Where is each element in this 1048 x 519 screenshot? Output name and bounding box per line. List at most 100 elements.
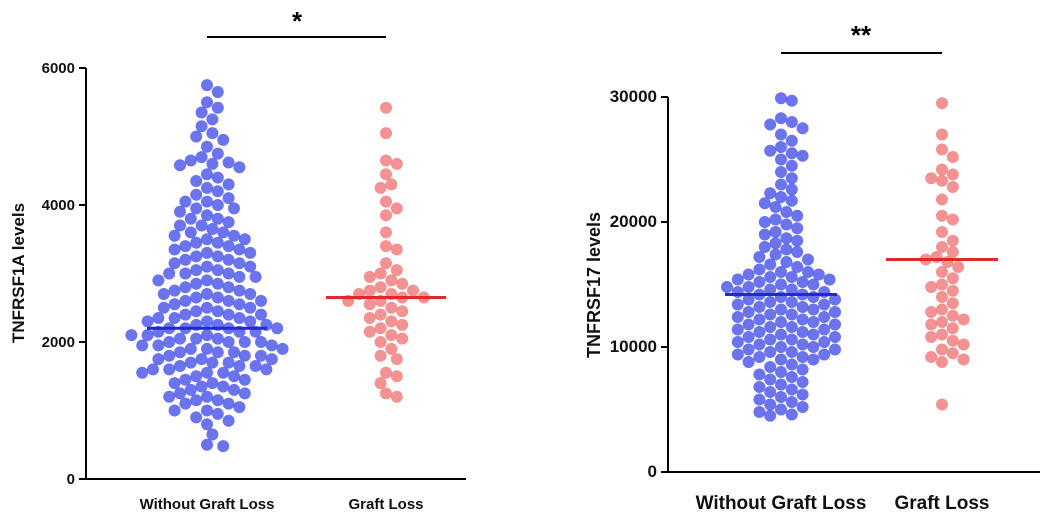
data-point [785,194,798,207]
data-point [936,143,948,156]
data-point [206,157,219,170]
data-point [946,297,959,310]
data-point [201,233,213,246]
data-point [374,377,387,390]
data-point [163,267,176,280]
data-point [380,366,392,379]
data-point [818,298,831,311]
data-point [807,341,820,353]
data-point [780,206,793,218]
data-point [228,346,240,359]
data-point [201,140,213,153]
data-point [758,241,771,253]
data-point [775,353,787,366]
data-point [168,377,181,390]
data-point [206,428,219,441]
data-point [769,213,782,226]
data-point [775,403,787,416]
data-point [380,154,392,167]
data-point [380,195,392,208]
data-point [807,316,820,328]
data-point [190,250,203,263]
data-point [936,278,948,291]
data-point [255,349,267,362]
data-point [764,258,777,271]
data-point [946,284,959,297]
data-point [957,338,970,351]
data-point [785,321,798,333]
data-point [211,291,224,304]
data-point [174,219,186,232]
data-point [764,308,777,321]
data-point [775,191,787,203]
data-point [276,342,289,355]
chart-tnfrsf1a: 0 2000 4000 6000 TNFRSF1A levels Without Gr… [9,6,466,513]
data-point [141,329,154,342]
data-point [785,296,798,308]
data-point [190,332,203,345]
data-point [233,257,246,270]
data-point [925,331,938,343]
data-point [363,284,376,297]
data-point [785,408,798,421]
data-point [211,346,224,359]
y-axis-title: TNFRSF1A levels [9,203,28,343]
y-tick-label: 10000 [610,337,657,356]
data-point [764,361,777,373]
data-point [829,318,841,331]
data-point [201,79,213,92]
data-point [222,356,235,369]
data-point [807,278,820,291]
data-point [764,373,777,386]
significance-label: ** [851,20,872,50]
data-point [785,116,798,128]
data-point [244,315,257,328]
data-point [184,383,197,396]
data-point [946,151,959,163]
data-point [753,393,766,406]
data-point [775,341,787,353]
data-point [390,202,403,215]
data-point [184,154,197,167]
data-point [952,261,965,273]
data-point [190,236,203,249]
data-point [946,234,959,247]
data-point [222,240,235,253]
data-point [374,336,387,348]
data-point [731,311,744,323]
data-point [168,243,181,256]
data-point [195,120,208,133]
data-point [925,306,938,318]
data-point [764,409,777,422]
data-point [791,261,804,273]
data-point [190,188,203,201]
data-point [764,187,777,200]
data-point [190,411,203,424]
data-point [390,264,403,277]
data-point [380,257,392,270]
data-point [201,288,213,300]
data-point [190,370,203,383]
data-point [363,270,376,283]
data-point [731,298,744,311]
data-point [812,268,825,281]
data-point [380,168,392,181]
data-point [936,193,948,206]
data-point [753,326,766,338]
y-tick-label: 30000 [610,87,657,106]
data-point [936,266,948,278]
data-point [222,397,235,410]
data-point [244,301,257,314]
data-point [222,178,235,191]
data-point [228,383,240,396]
data-point [764,346,777,358]
data-point [195,219,208,232]
data-point [222,267,235,280]
data-point [936,241,948,253]
data-point [818,311,831,323]
data-point [233,270,246,283]
data-point [222,294,235,307]
data-point [753,276,766,288]
data-point [742,306,755,318]
